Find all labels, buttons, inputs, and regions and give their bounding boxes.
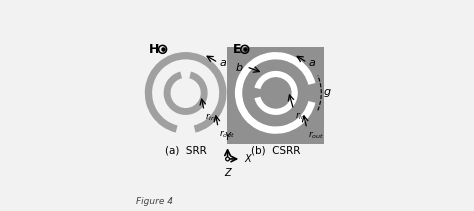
Wedge shape [145,52,227,133]
FancyBboxPatch shape [227,47,324,144]
Text: $\mathbf{E}$: $\mathbf{E}$ [232,43,242,57]
Text: Figure 4: Figure 4 [137,197,173,206]
Text: X: X [244,154,251,164]
Text: $r_{out}$: $r_{out}$ [308,130,324,141]
Text: $a$: $a$ [308,58,316,68]
Text: $r_{in}$: $r_{in}$ [295,111,306,122]
Text: $b$: $b$ [235,61,243,73]
Text: Z: Z [224,168,231,178]
Text: $a$: $a$ [219,58,227,68]
Text: $g$: $g$ [323,87,332,99]
FancyBboxPatch shape [138,48,233,144]
Text: Y: Y [225,131,230,142]
Circle shape [261,78,291,108]
Wedge shape [235,52,315,134]
Text: $r_{out}$: $r_{out}$ [219,128,236,140]
Text: $\mathbf{H}$: $\mathbf{H}$ [147,43,159,57]
Wedge shape [164,72,208,115]
Wedge shape [255,71,298,115]
Text: $r_{in}$: $r_{in}$ [204,112,216,123]
Wedge shape [242,59,310,126]
Text: (b)  CSRR: (b) CSRR [251,146,301,156]
Text: (a)  SRR: (a) SRR [165,146,207,156]
